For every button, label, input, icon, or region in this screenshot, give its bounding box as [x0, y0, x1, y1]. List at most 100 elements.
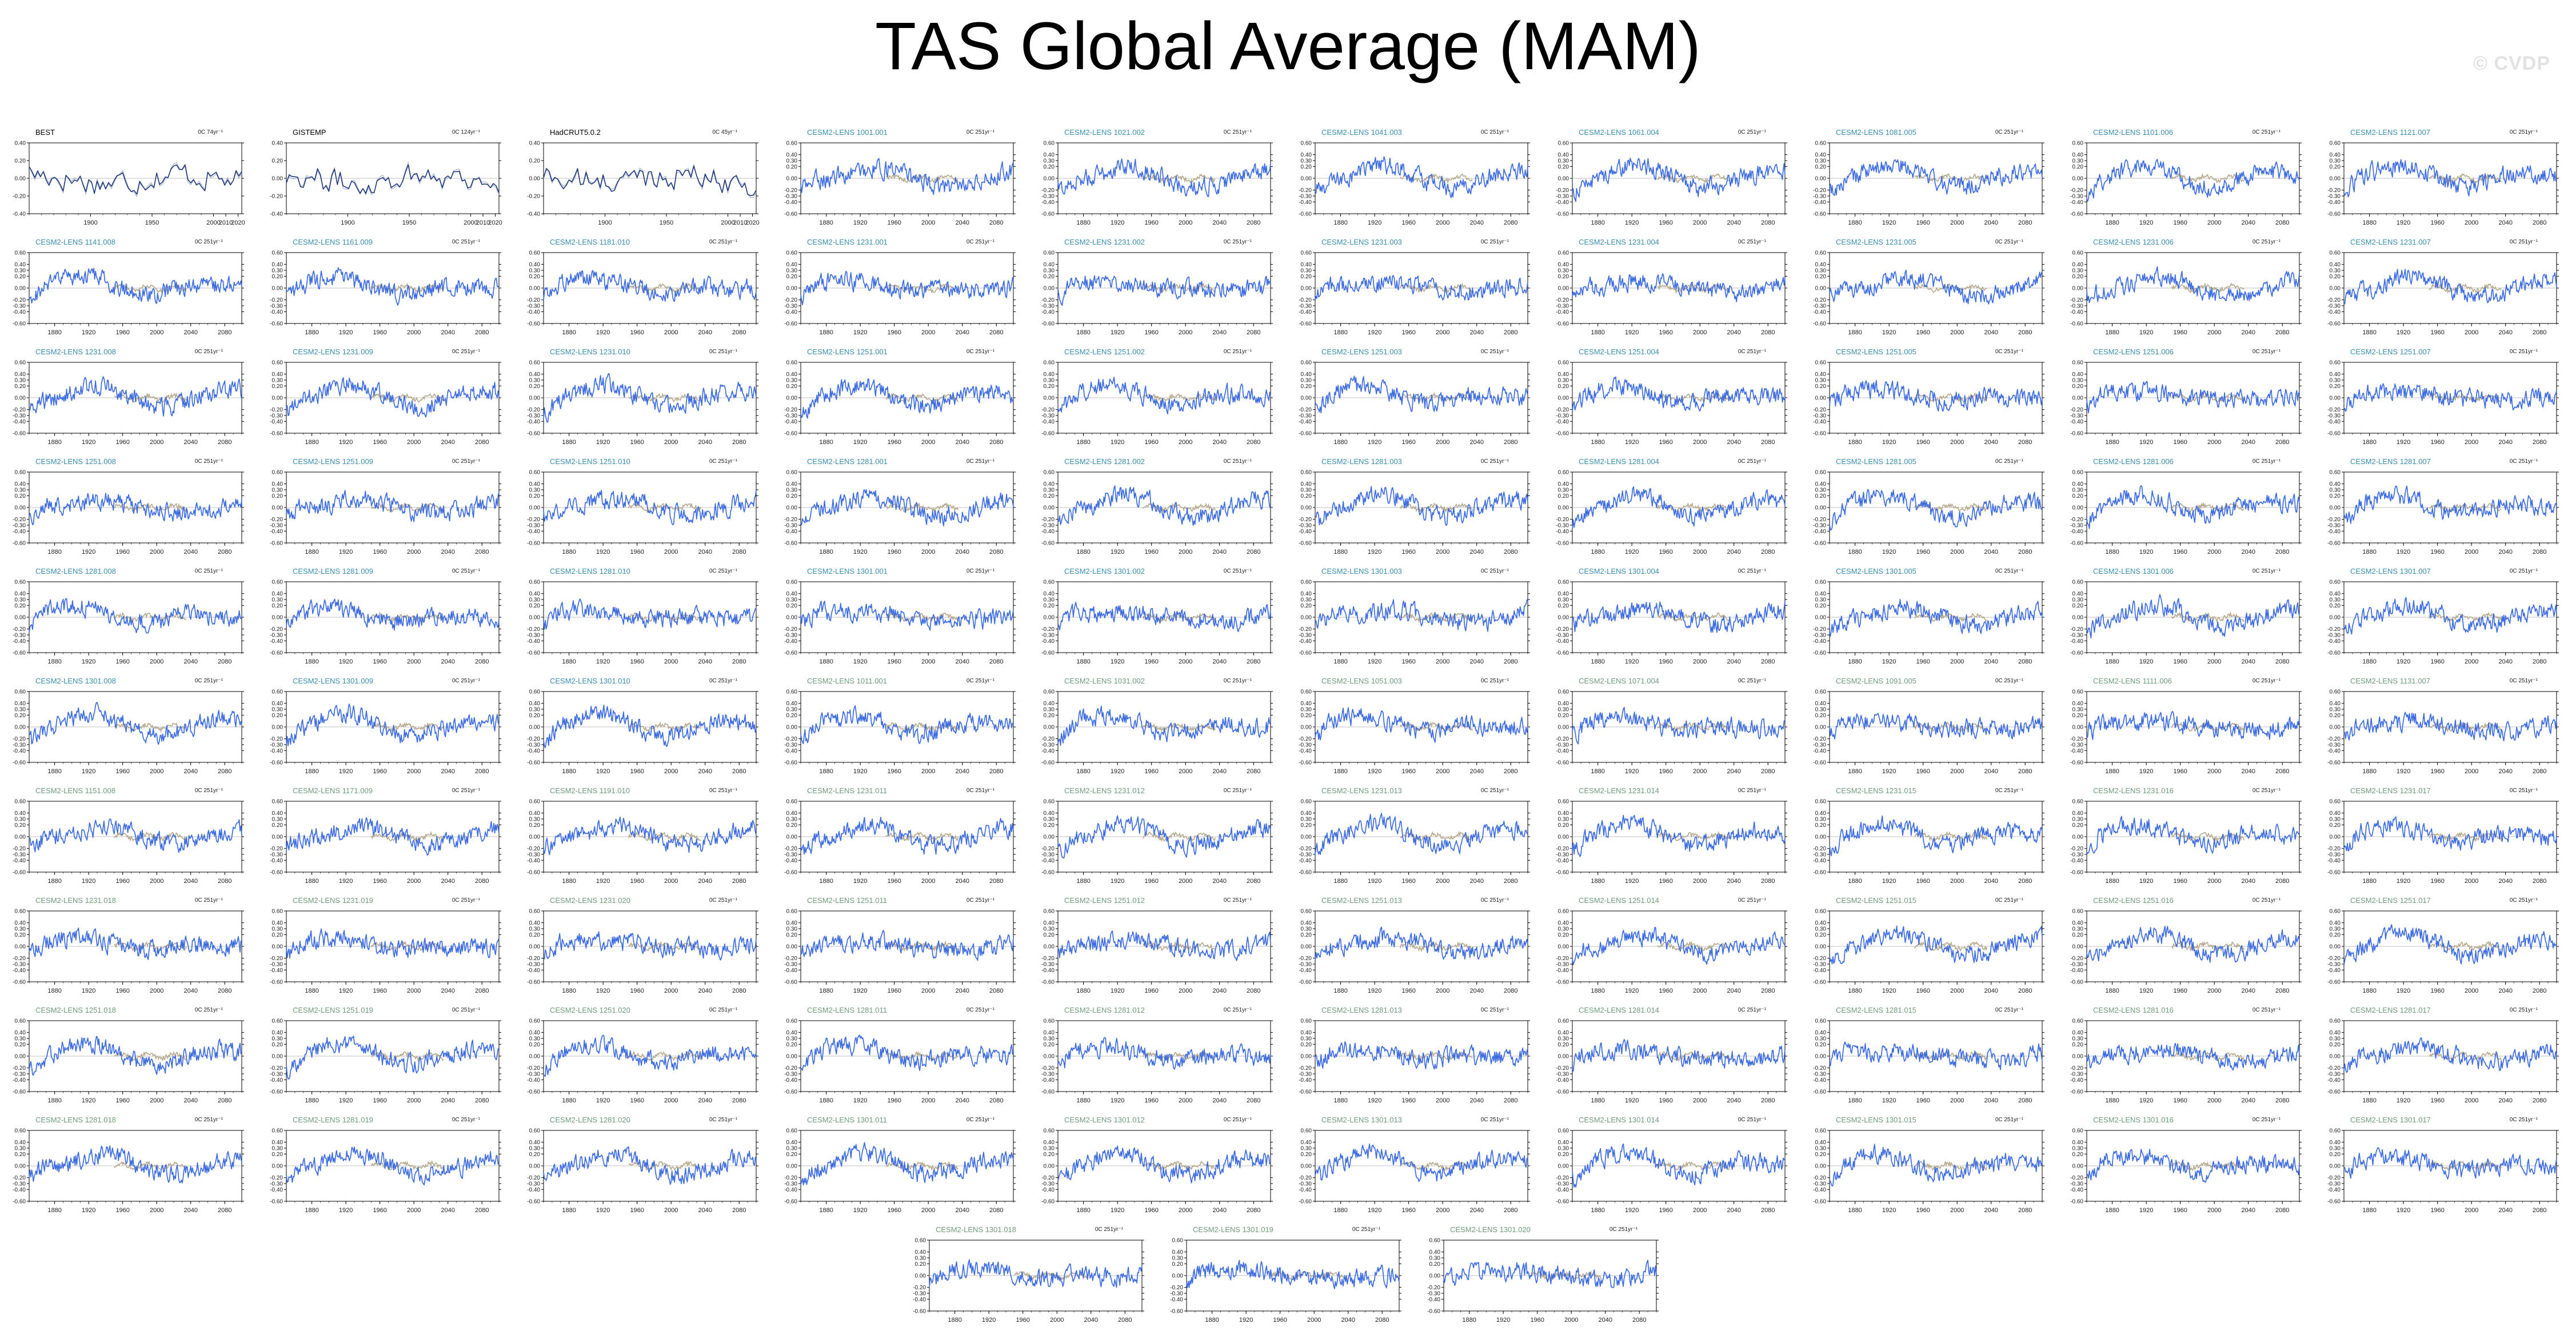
y-tick-label: -0.30 [1299, 742, 1312, 749]
y-tick-label: -0.20 [270, 846, 283, 852]
panel-trend: 0C 251yr⁻¹ [1995, 349, 2023, 355]
y-tick-label: 0.60 [1301, 250, 1312, 257]
x-tick-label: 2000 [150, 878, 163, 885]
y-tick-label: 0.00 [15, 395, 26, 402]
y-tick-label: -0.40 [2327, 309, 2341, 315]
reference-series [2171, 173, 2244, 183]
y-tick-label: 0.60 [1815, 141, 1827, 147]
y-tick-label: 0.40 [2330, 152, 2341, 158]
y-tick-label: 0.40 [1301, 262, 1312, 268]
y-tick-label: -0.60 [1813, 431, 1826, 437]
y-tick-label: -0.60 [527, 541, 540, 547]
x-tick-label: 2000 [2207, 878, 2221, 885]
series-line [1829, 598, 2043, 637]
x-tick-label: 2080 [1504, 439, 1517, 446]
x-tick-label: 1960 [1916, 768, 1930, 775]
y-tick-label: -0.20 [1556, 517, 1569, 523]
y-tick-label: -0.20 [270, 297, 283, 303]
y-tick-label: 0.60 [2330, 579, 2341, 586]
x-tick-label: 1960 [373, 549, 386, 555]
cvdp-watermark: © CVDP [2473, 53, 2550, 74]
panel-plot: 0.60 0.400.300.20 0.00 -0.20-0.30-0.40 -0.60… [2070, 470, 2302, 555]
series-line [1572, 707, 1786, 745]
y-tick-label: -0.20 [270, 626, 283, 633]
panel-title: CESM2-LENS 1281.002 [1064, 457, 1145, 466]
y-tick-label: -0.30 [270, 742, 283, 749]
panel-trend: 0C 251yr⁻¹ [966, 129, 995, 135]
panel-title: CESM2-LENS 1281.009 [293, 567, 373, 575]
x-tick-label: 2040 [2241, 329, 2255, 336]
y-tick-label: 0.00 [15, 505, 26, 511]
y-tick-label: 0.30 [786, 817, 798, 823]
chart-panel: CESM2-LENS 1301.002 0C 251yr⁻¹ 0.60 0.40 0.3… [1033, 566, 1285, 676]
y-tick-label: -0.30 [1041, 413, 1055, 419]
y-tick-label: 0.60 [1815, 250, 1827, 257]
panel-trend: 0C 251yr⁻¹ [194, 678, 223, 684]
x-tick-label: 2000 [1179, 439, 1192, 446]
panel-plot: 0.60 0.400.300.20 0.00 -0.20-0.30-0.40 -0.60… [1556, 689, 1787, 775]
x-tick-label: 2000 [921, 439, 935, 446]
y-tick-label: -0.40 [1813, 309, 1826, 315]
y-tick-label: 0.40 [1815, 591, 1827, 597]
y-tick-label: 0.60 [786, 579, 798, 586]
y-tick-label: -0.40 [1041, 748, 1055, 754]
x-tick-label: 2040 [2241, 549, 2255, 555]
x-tick-label: 2080 [2275, 219, 2289, 226]
y-tick-label: 0.20 [529, 274, 541, 280]
y-tick-label: -0.20 [2070, 517, 2083, 523]
y-tick-label: -0.30 [2070, 194, 2083, 200]
y-tick-label: -0.30 [2327, 413, 2341, 419]
panel-title: CESM2-LENS 1021.002 [1064, 128, 1145, 137]
y-tick-label: 0.40 [1301, 481, 1312, 487]
y-tick-label: -0.60 [1813, 760, 1826, 766]
panel-title: CESM2-LENS 1071.004 [1579, 677, 1659, 685]
x-tick-label: 2080 [218, 658, 231, 665]
x-tick-label: 1880 [1333, 658, 1347, 665]
y-tick-label: -0.20 [1813, 736, 1826, 742]
y-tick-label: 0.30 [1044, 268, 1055, 274]
x-tick-label: 2080 [218, 768, 231, 775]
reference-series [885, 173, 959, 184]
y-tick-label: 0.00 [786, 834, 798, 841]
y-tick-label: 0.40 [1044, 262, 1055, 268]
y-tick-label: 0.00 [1301, 286, 1312, 292]
x-tick-label: 2000 [2207, 329, 2221, 336]
x-tick-label: 1920 [1368, 878, 1381, 885]
x-tick-label: 1960 [1659, 549, 1672, 555]
panel-title: CESM2-LENS 1301.009 [293, 677, 373, 685]
series-line [29, 493, 242, 526]
y-tick-label: -0.60 [527, 870, 540, 876]
x-tick-label: 2040 [2241, 658, 2255, 665]
panel-title: CESM2-LENS 1231.009 [293, 347, 373, 356]
panel-plot: 0.60 0.400.300.20 0.00 -0.20-0.30-0.40 -0.60… [2070, 360, 2302, 446]
chart-panel: CESM2-LENS 1231.016 0C 251yr⁻¹ 0.60 0.40 0.3… [2062, 785, 2314, 896]
y-tick-label: 0.30 [786, 707, 798, 713]
panel-title: CESM2-LENS 1171.009 [293, 786, 373, 795]
y-tick-label: 0.30 [1044, 378, 1055, 384]
y-tick-label: -0.30 [13, 303, 26, 310]
y-tick-label: 0.40 [1558, 152, 1569, 158]
x-tick-label: 1950 [660, 219, 673, 226]
panel-plot: 0.60 0.400.300.20 0.00 -0.20-0.30-0.40 -0.60… [784, 579, 1016, 665]
y-tick-label: 0.20 [15, 603, 26, 609]
y-tick-label: 0.40 [529, 591, 541, 597]
y-tick-label: 0.20 [272, 383, 283, 390]
panel-title: CESM2-LENS 1301.004 [1579, 567, 1659, 575]
y-tick-label: 0.30 [1815, 597, 1827, 603]
panel-title: CESM2-LENS 1281.001 [807, 457, 888, 466]
y-tick-label: -0.30 [1813, 413, 1826, 419]
x-tick-label: 1960 [1401, 878, 1415, 885]
y-tick-label: -0.40 [527, 748, 540, 754]
y-tick-label: 0.40 [2072, 481, 2084, 487]
y-tick-label: 0.60 [1558, 470, 1569, 476]
x-tick-label: 2020 [488, 219, 502, 226]
y-tick-label: -0.40 [1041, 199, 1055, 206]
x-tick-label: 2080 [1247, 219, 1260, 226]
y-tick-label: 0.60 [1301, 799, 1312, 805]
y-tick-label: -0.20 [1299, 736, 1312, 742]
y-tick-label: -0.60 [2070, 760, 2083, 766]
y-tick-label: 0.40 [2072, 152, 2084, 158]
series-line [2086, 816, 2300, 855]
panel-trend: 0C 251yr⁻¹ [1995, 568, 2023, 574]
x-tick-label: 2080 [1247, 329, 1260, 336]
